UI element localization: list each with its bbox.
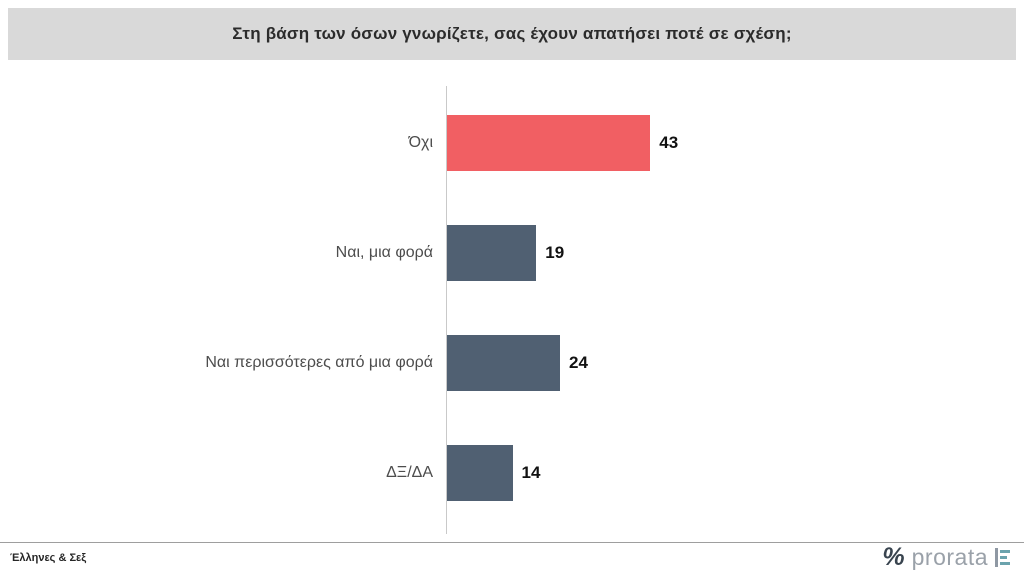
- poll-lines-icon: [995, 548, 1010, 567]
- bar: [446, 335, 560, 391]
- percent-icon: %: [882, 543, 905, 571]
- bar-value: 43: [659, 133, 679, 152]
- chart-rows: Όχι 43 Ναι, μια φορά 19 Ναι περισσότερες από…: [0, 88, 1024, 528]
- bar-row: Ναι, μια φορά 19: [0, 198, 1024, 308]
- bar-value: 14: [521, 463, 541, 482]
- title-banner: Στη βάση των όσων γνωρίζετε, σας έχουν α…: [8, 8, 1016, 60]
- bar-label: Ναι, μια φορά: [335, 244, 433, 261]
- bar: [446, 225, 537, 281]
- y-axis-line: [446, 86, 447, 534]
- source-label: Έλληνες & Σεξ: [10, 551, 87, 564]
- bar: [446, 115, 651, 171]
- bar-row: ΔΞ/ΔΑ 14: [0, 418, 1024, 528]
- brand-logo: % prorata: [882, 545, 1010, 570]
- bar-value: 24: [569, 353, 588, 372]
- bar-label: Όχι: [408, 134, 433, 151]
- bar-value: 19: [545, 243, 565, 262]
- bar-label: ΔΞ/ΔΑ: [386, 464, 433, 481]
- brand-name: prorata: [911, 544, 988, 570]
- bar-row: Ναι περισσότερες από μια φορά 24: [0, 308, 1024, 418]
- footer: Έλληνες & Σεξ % prorata: [0, 542, 1024, 574]
- bar-chart: Όχι 43 Ναι, μια φορά 19 Ναι περισσότερες από…: [0, 86, 1024, 534]
- chart-title: Στη βάση των όσων γνωρίζετε, σας έχουν α…: [232, 24, 792, 43]
- bar-label: Ναι περισσότερες από μια φορά: [205, 354, 433, 371]
- bar: [446, 445, 513, 501]
- bar-row: Όχι 43: [0, 88, 1024, 198]
